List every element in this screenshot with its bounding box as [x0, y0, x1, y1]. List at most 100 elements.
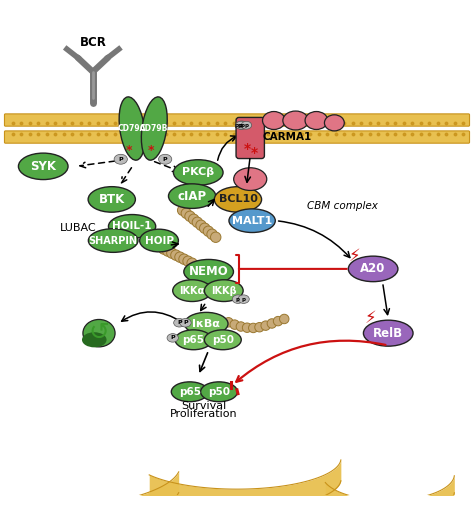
- Circle shape: [196, 220, 206, 231]
- Text: p: p: [239, 123, 243, 128]
- Ellipse shape: [140, 229, 178, 252]
- Ellipse shape: [263, 112, 285, 129]
- Ellipse shape: [83, 320, 115, 347]
- Circle shape: [236, 322, 246, 331]
- Ellipse shape: [173, 160, 223, 185]
- Text: *: *: [243, 142, 250, 156]
- Text: BCL10: BCL10: [219, 194, 257, 204]
- Text: CARMA1: CARMA1: [263, 132, 312, 142]
- Ellipse shape: [234, 168, 267, 190]
- Ellipse shape: [232, 295, 244, 303]
- Text: p50: p50: [208, 387, 230, 397]
- Circle shape: [261, 321, 270, 330]
- Circle shape: [230, 320, 239, 329]
- FancyBboxPatch shape: [4, 114, 470, 126]
- Ellipse shape: [82, 332, 107, 347]
- Circle shape: [273, 316, 283, 326]
- Text: p65: p65: [182, 335, 204, 345]
- Text: p50: p50: [212, 335, 234, 345]
- Circle shape: [158, 244, 169, 254]
- Text: ↺: ↺: [89, 321, 109, 345]
- Ellipse shape: [119, 97, 145, 160]
- Text: *: *: [251, 146, 258, 160]
- Text: p: p: [242, 297, 246, 301]
- Circle shape: [210, 232, 221, 242]
- Ellipse shape: [109, 215, 156, 238]
- Circle shape: [255, 323, 264, 332]
- Text: BCR: BCR: [80, 36, 106, 49]
- Circle shape: [224, 317, 233, 327]
- Text: cIAP: cIAP: [178, 190, 207, 203]
- Circle shape: [171, 250, 181, 261]
- Text: HOIP: HOIP: [145, 236, 173, 246]
- Ellipse shape: [168, 184, 216, 208]
- Ellipse shape: [283, 111, 309, 130]
- Circle shape: [181, 208, 191, 219]
- Text: ⚡: ⚡: [348, 247, 360, 265]
- Circle shape: [163, 246, 173, 256]
- Ellipse shape: [171, 382, 208, 402]
- Text: P: P: [183, 320, 188, 325]
- Ellipse shape: [204, 280, 243, 301]
- Text: BTK: BTK: [99, 193, 125, 206]
- Text: IKKα: IKKα: [180, 285, 205, 296]
- Ellipse shape: [158, 154, 172, 164]
- Ellipse shape: [236, 121, 246, 129]
- Text: ⚡: ⚡: [365, 309, 376, 327]
- Circle shape: [203, 226, 214, 236]
- Ellipse shape: [236, 121, 247, 129]
- Text: LUBAC: LUBAC: [60, 223, 97, 233]
- Text: p65: p65: [179, 387, 201, 397]
- Text: CD79B: CD79B: [140, 124, 168, 133]
- Circle shape: [280, 314, 289, 324]
- Circle shape: [242, 323, 252, 332]
- Text: CD79A: CD79A: [118, 124, 146, 133]
- Circle shape: [207, 229, 217, 239]
- Circle shape: [177, 205, 188, 216]
- Ellipse shape: [173, 318, 185, 327]
- Text: IκBα: IκBα: [192, 318, 220, 329]
- Text: P: P: [177, 320, 182, 325]
- Circle shape: [192, 217, 202, 227]
- Text: PKCβ: PKCβ: [182, 168, 214, 177]
- Text: A20: A20: [360, 263, 386, 276]
- Ellipse shape: [114, 154, 128, 164]
- Ellipse shape: [184, 260, 234, 284]
- Text: SHARPIN: SHARPIN: [89, 236, 137, 246]
- Ellipse shape: [364, 320, 413, 346]
- Text: p: p: [236, 297, 240, 301]
- Ellipse shape: [141, 97, 167, 160]
- Text: P: P: [163, 157, 167, 162]
- Ellipse shape: [229, 209, 275, 233]
- Ellipse shape: [184, 312, 228, 335]
- Ellipse shape: [88, 229, 138, 252]
- Ellipse shape: [201, 382, 237, 402]
- Ellipse shape: [324, 115, 344, 131]
- FancyBboxPatch shape: [4, 131, 470, 143]
- Text: NEMO: NEMO: [189, 265, 228, 278]
- Text: *: *: [147, 144, 154, 157]
- Ellipse shape: [348, 256, 398, 282]
- Circle shape: [167, 248, 177, 258]
- Text: pp: pp: [238, 123, 246, 128]
- Ellipse shape: [180, 318, 191, 327]
- Ellipse shape: [305, 112, 328, 129]
- Ellipse shape: [204, 330, 241, 349]
- Text: SYK: SYK: [30, 160, 56, 173]
- Text: *: *: [126, 144, 133, 157]
- Text: CBM complex: CBM complex: [307, 201, 378, 210]
- Circle shape: [200, 223, 210, 234]
- Text: RelB: RelB: [373, 327, 403, 340]
- Circle shape: [248, 323, 258, 332]
- Ellipse shape: [167, 333, 178, 342]
- Circle shape: [185, 211, 195, 221]
- Text: HOIL-1: HOIL-1: [112, 221, 152, 232]
- Circle shape: [267, 319, 277, 328]
- FancyBboxPatch shape: [236, 117, 264, 159]
- Text: p: p: [245, 123, 248, 128]
- Ellipse shape: [173, 280, 211, 301]
- Circle shape: [183, 256, 193, 266]
- Text: P: P: [171, 336, 175, 340]
- Circle shape: [175, 252, 185, 262]
- Circle shape: [179, 254, 189, 264]
